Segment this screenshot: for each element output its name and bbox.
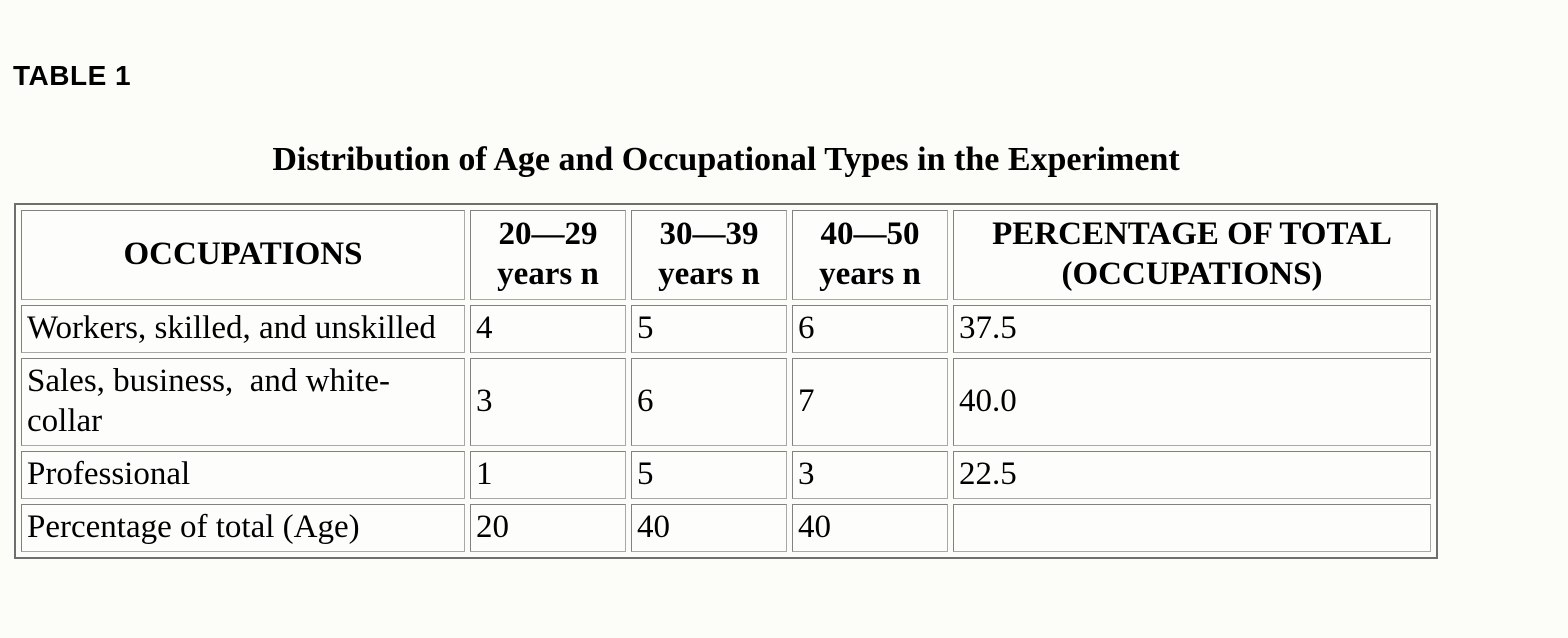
distribution-table: OCCUPATIONS 20—29 years n 30—39 years n … bbox=[14, 203, 1438, 559]
cell-n-40-50: 6 bbox=[792, 305, 948, 353]
header-percentage-total: PERCENTAGE OF TOTAL (OCCUPATIONS) bbox=[953, 210, 1431, 300]
cell-occupation: Professional bbox=[21, 451, 465, 499]
header-age-30-39: 30—39 years n bbox=[631, 210, 787, 300]
header-occupations: OCCUPATIONS bbox=[21, 210, 465, 300]
cell-n-20-29: 1 bbox=[470, 451, 626, 499]
cell-occupation: Percentage of total (Age) bbox=[21, 504, 465, 552]
cell-n-20-29: 20 bbox=[470, 504, 626, 552]
table-row-sales: Sales, business, and white- collar 3 6 7… bbox=[21, 358, 1431, 446]
cell-n-20-29: 4 bbox=[470, 305, 626, 353]
cell-n-40-50: 3 bbox=[792, 451, 948, 499]
header-age-40-50: 40—50 years n bbox=[792, 210, 948, 300]
cell-n-30-39: 6 bbox=[631, 358, 787, 446]
table-row-workers: Workers, skilled, and unskilled 4 5 6 37… bbox=[21, 305, 1431, 353]
table-row-percentage-of-total-age: Percentage of total (Age) 20 40 40 bbox=[21, 504, 1431, 552]
header-row: OCCUPATIONS 20—29 years n 30—39 years n … bbox=[21, 210, 1431, 300]
cell-n-30-39: 40 bbox=[631, 504, 787, 552]
cell-n-40-50: 40 bbox=[792, 504, 948, 552]
cell-percentage-empty bbox=[953, 504, 1431, 552]
cell-n-40-50: 7 bbox=[792, 358, 948, 446]
cell-occupation: Workers, skilled, and unskilled bbox=[21, 305, 465, 353]
cell-n-20-29: 3 bbox=[470, 358, 626, 446]
cell-percentage: 22.5 bbox=[953, 451, 1431, 499]
cell-n-30-39: 5 bbox=[631, 451, 787, 499]
table-number-label: TABLE 1 bbox=[13, 60, 132, 91]
cell-occupation: Sales, business, and white- collar bbox=[21, 358, 465, 446]
table-caption: Distribution of Age and Occupational Typ… bbox=[272, 141, 1180, 178]
header-age-20-29: 20—29 years n bbox=[470, 210, 626, 300]
cell-percentage: 40.0 bbox=[953, 358, 1431, 446]
cell-percentage: 37.5 bbox=[953, 305, 1431, 353]
cell-n-30-39: 5 bbox=[631, 305, 787, 353]
table-row-professional: Professional 1 5 3 22.5 bbox=[21, 451, 1431, 499]
